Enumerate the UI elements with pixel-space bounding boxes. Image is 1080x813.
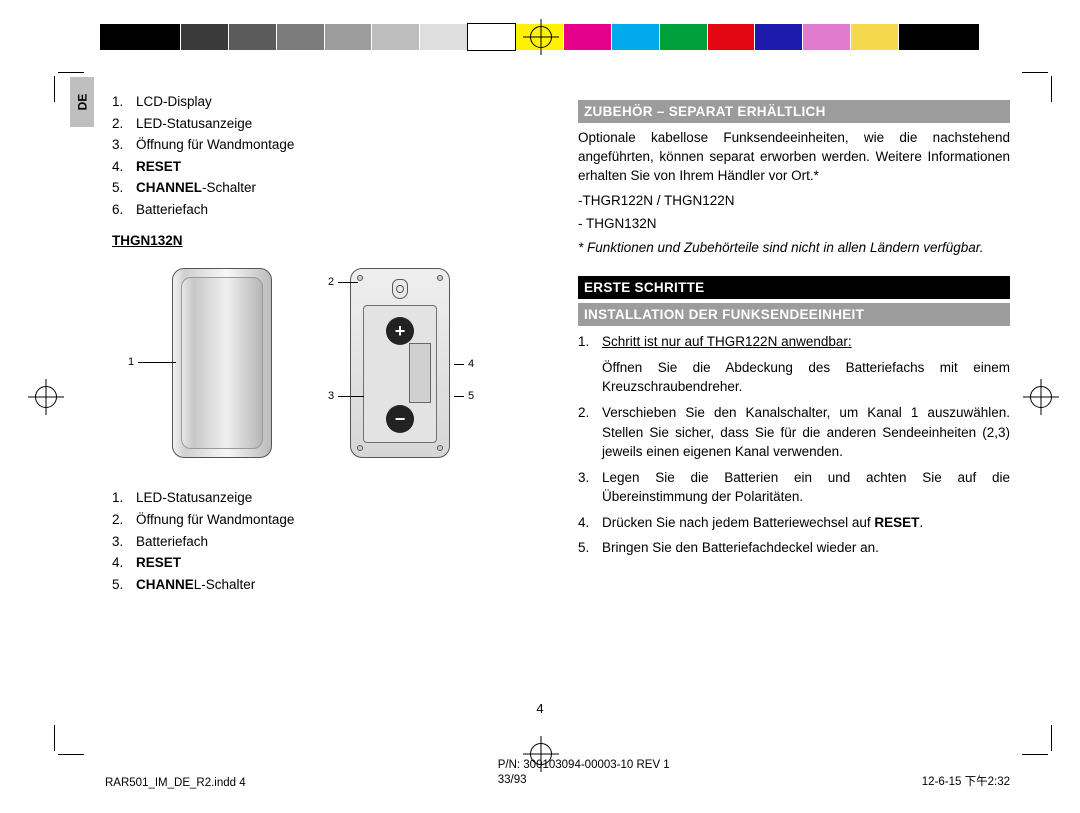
callout-4: 4 [454,358,474,370]
install-step: 5.Bringen Sie den Batteriefachdeckel wie… [578,538,1010,558]
accessories-item: - THGN132N [578,215,1010,234]
device-front-view [172,268,272,458]
parts-list-top: 1.LCD-Display2.LED-Statusanzeige3.Öffnun… [112,92,544,219]
list-item: 1.LED-Statusanzeige [112,488,544,508]
callout-1: 1 [128,356,176,368]
left-column: 1.LCD-Display2.LED-Statusanzeige3.Öffnun… [112,92,544,596]
list-item: 5.CHANNEL-Schalter [112,178,544,198]
callout-3: 3 [328,390,364,402]
parts-list-bottom: 1.LED-Statusanzeige2.Öffnung für Wandmon… [112,488,544,594]
callout-2: 2 [328,276,358,288]
footer-filename: RAR501_IM_DE_R2.indd 4 [105,777,246,789]
installation-heading: INSTALLATION DER FUNKSENDEEINHEIT [578,303,1010,326]
accessories-heading: ZUBEHÖR – SEPARAT ERHÄLTLICH [578,100,1010,123]
callout-5: 5 [454,390,474,402]
language-tab: DE [70,77,94,127]
battery-plus-icon: + [386,317,414,345]
list-item: 6.Batteriefach [112,200,544,220]
wall-mount-hook-icon [392,279,408,299]
footer-timestamp: 12-6-15 下午2:32 [922,773,1010,789]
install-step: 3.Legen Sie die Batterien ein und achten… [578,468,1010,507]
list-item: 5.CHANNEL-Schalter [112,575,544,595]
install-step: 4.Drücken Sie nach jedem Batteriewechsel… [578,513,1010,533]
device-back-view: + − [350,268,450,458]
install-step: 2.Verschieben Sie den Kanalschalter, um … [578,403,1010,462]
list-item: 3.Batteriefach [112,532,544,552]
list-item: 2.Öffnung für Wandmontage [112,510,544,530]
page-number: 4 [536,701,543,716]
list-item: 2.LED-Statusanzeige [112,114,544,134]
language-code: DE [75,94,89,111]
list-item: 4.RESET [112,157,544,177]
accessories-footnote: * Funktionen und Zubehörteile sind nicht… [578,239,1010,258]
first-steps-heading: ERSTE SCHRITTE [578,276,1010,299]
model-subheading: THGN132N [112,233,544,248]
list-item: 1.LCD-Display [112,92,544,112]
page-content: DE 1.LCD-Display2.LED-Statusanzeige3.Öff… [70,92,1010,712]
list-item: 3.Öffnung für Wandmontage [112,135,544,155]
installation-steps: 1.Schritt ist nur auf THGR122N anwendbar… [578,332,1010,558]
right-column: ZUBEHÖR – SEPARAT ERHÄLTLICH Optionale k… [578,92,1010,596]
footer-partnumber: P/N: 300103094-00003-10 REV 1 33/93 [498,758,670,789]
accessories-list: -THGR122N / THGN122N - THGN132N [578,192,1010,234]
install-step: 1.Schritt ist nur auf THGR122N anwendbar… [578,332,1010,397]
channel-switch-icon [409,343,431,403]
battery-minus-icon: − [386,405,414,433]
accessories-paragraph: Optionale kabellose Funksendeeinheiten, … [578,129,1010,186]
accessories-item: -THGR122N / THGN122N [578,192,1010,211]
device-figure: + − 1 2 3 4 [112,258,544,478]
print-footer: RAR501_IM_DE_R2.indd 4 P/N: 300103094-00… [105,758,1010,789]
list-item: 4.RESET [112,553,544,573]
